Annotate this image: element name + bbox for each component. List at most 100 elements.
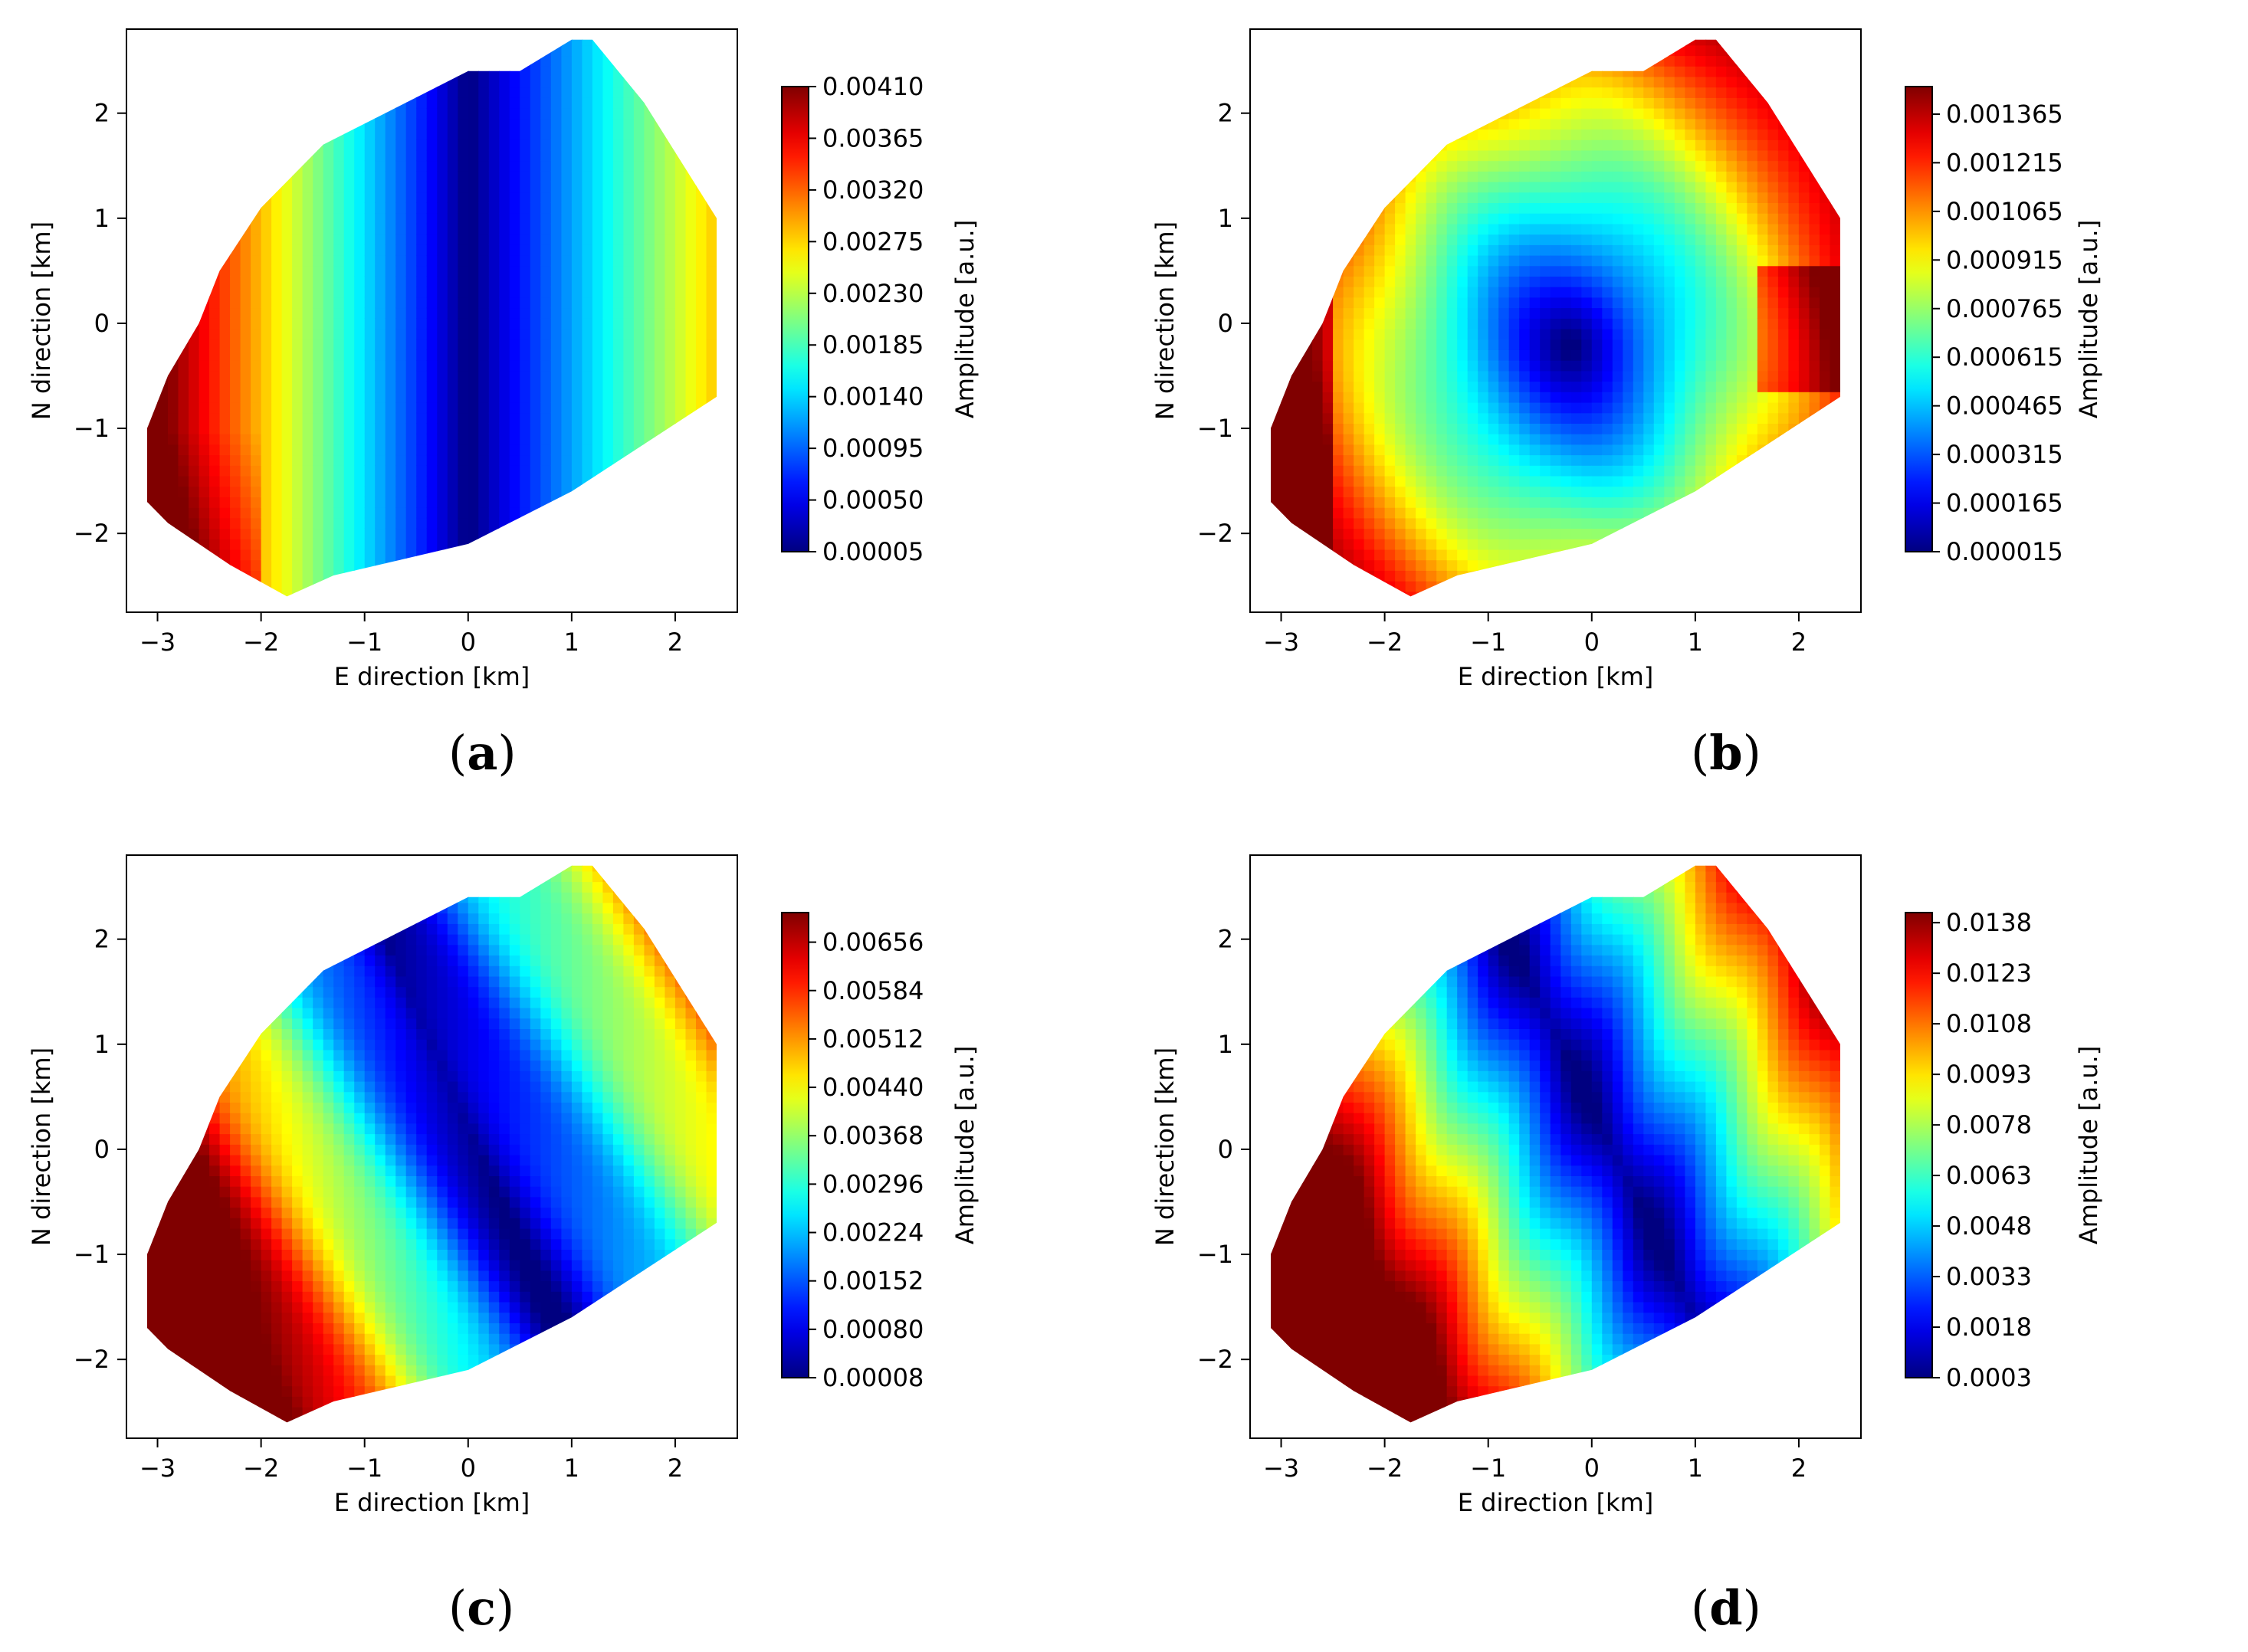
- colorbar-tick-label-a: 0.00140: [822, 382, 924, 411]
- axes-frame-b: [1249, 28, 1862, 613]
- colorbar-tick-label-c: 0.00440: [822, 1073, 924, 1102]
- heatmap-a: [147, 39, 717, 597]
- colorbar-a: [781, 86, 809, 552]
- colorbar-tick-label-c: 0.00584: [822, 976, 924, 1005]
- colorbar-tick-label-d: 0.0048: [1946, 1211, 2032, 1241]
- colorbar-tick-label-c: 0.00080: [822, 1315, 924, 1344]
- axes-frame-a: [126, 28, 738, 613]
- y-tick-label-c: 0: [94, 1135, 110, 1164]
- x-tick-label-d: 2: [1791, 1454, 1807, 1483]
- colorbar-tick-label-a: 0.00410: [822, 72, 924, 101]
- x-tick-label-b: 2: [1791, 628, 1807, 657]
- x-tick-label-c: −1: [346, 1454, 382, 1483]
- x-tick-label-b: −2: [1367, 628, 1403, 657]
- colorbar-tick-label-d: 0.0063: [1946, 1161, 2032, 1190]
- x-axis-label-d: E direction [km]: [1458, 1488, 1653, 1517]
- heatmap-d: [1271, 865, 1840, 1423]
- chart-d: −3 −2 −1 0 1 2 −2 −1 0 1 2 E direction [km] N direct…: [1150, 854, 2103, 1517]
- colorbar-tick-label-b: 0.001065: [1946, 197, 2063, 226]
- x-tick-label-a: −1: [346, 628, 382, 657]
- y-tick-label-b: 2: [1218, 99, 1233, 128]
- x-axis-label-b: E direction [km]: [1458, 662, 1653, 691]
- x-axis-label-a: E direction [km]: [334, 662, 530, 691]
- colorbar-tick-label-b: 0.000465: [1946, 392, 2063, 421]
- caption-b: (b): [1691, 725, 1761, 781]
- x-tick-label-b: 1: [1688, 628, 1703, 657]
- x-tick-label-c: −2: [243, 1454, 279, 1483]
- x-tick-label-d: −2: [1367, 1454, 1403, 1483]
- y-tick-label-d: −2: [1197, 1345, 1233, 1374]
- colorbar-label-b: Amplitude [a.u.]: [2074, 220, 2103, 418]
- heatmap-b: [1271, 39, 1840, 597]
- x-tick-label-b: −3: [1263, 628, 1299, 657]
- colorbar-tick-label-d: 0.0138: [1946, 908, 2032, 937]
- panel-b: −3 −2 −1 0 1 2 −2 −1 0 1 2 E direction [km] N direct…: [1124, 0, 2247, 826]
- colorbar-tick-label-a: 0.00005: [822, 537, 924, 566]
- colorbar-label-d: Amplitude [a.u.]: [2074, 1046, 2103, 1244]
- y-tick-label-a: −1: [74, 414, 110, 443]
- colorbar-tick-label-b: 0.000765: [1946, 294, 2063, 323]
- colorbar-tick-label-a: 0.00275: [822, 227, 924, 256]
- colorbar-tick-label-d: 0.0018: [1946, 1313, 2032, 1342]
- axes-frame-c: [126, 854, 738, 1439]
- y-tick-label-a: −2: [74, 519, 110, 548]
- y-axis-label-c: N direction [km]: [27, 1047, 56, 1246]
- colorbar-d: [1905, 912, 1933, 1378]
- x-tick-label-d: 1: [1688, 1454, 1703, 1483]
- x-tick-label-c: 2: [668, 1454, 683, 1483]
- colorbar-tick-label-a: 0.00365: [822, 123, 924, 152]
- colorbar-tick-label-b: 0.000015: [1946, 537, 2063, 566]
- heatmap-c: [147, 865, 717, 1423]
- colorbar-tick-label-b: 0.000615: [1946, 343, 2063, 372]
- colorbar-tick-label-d: 0.0093: [1946, 1060, 2032, 1089]
- colorbar-label-c: Amplitude [a.u.]: [950, 1046, 980, 1244]
- x-tick-label-a: −3: [139, 628, 176, 657]
- y-tick-label-d: 0: [1218, 1135, 1233, 1164]
- y-tick-label-d: 2: [1218, 925, 1233, 954]
- caption-a: (a): [448, 725, 517, 781]
- y-tick-label-c: −1: [74, 1240, 110, 1269]
- colorbar-tick-label-a: 0.00320: [822, 175, 924, 205]
- colorbar-b: [1905, 86, 1933, 552]
- panel-d: −3 −2 −1 0 1 2 −2 −1 0 1 2 E direction [km] N direct…: [1124, 826, 2247, 1652]
- y-tick-label-b: 0: [1218, 309, 1233, 338]
- colorbar-tick-label-a: 0.00050: [822, 486, 924, 515]
- y-tick-label-b: −2: [1197, 519, 1233, 548]
- chart-c: −3 −2 −1 0 1 2 −2 −1 0 1 2 E direction [km] N direct…: [27, 854, 980, 1517]
- x-tick-label-b: 0: [1584, 628, 1600, 657]
- panel-a: −3 −2 −1 0 1 2 −2 −1 0 1 2 E direction [km] N direct…: [0, 0, 1124, 826]
- colorbar-tick-label-c: 0.00224: [822, 1218, 924, 1247]
- colorbar-tick-label-b: 0.000315: [1946, 440, 2063, 469]
- colorbar-tick-label-c: 0.00368: [822, 1121, 924, 1150]
- colorbar-tick-label-c: 0.00296: [822, 1169, 924, 1198]
- axes-frame-d: [1249, 854, 1862, 1439]
- x-tick-label-c: −3: [139, 1454, 176, 1483]
- y-tick-label-c: 2: [94, 925, 110, 954]
- y-tick-label-d: −1: [1197, 1240, 1233, 1269]
- x-tick-label-b: −1: [1470, 628, 1506, 657]
- x-tick-label-a: 2: [668, 628, 683, 657]
- chart-a: −3 −2 −1 0 1 2 −2 −1 0 1 2 E direction [km] N direct…: [27, 28, 980, 691]
- colorbar-tick-label-d: 0.0123: [1946, 959, 2032, 988]
- caption-c: (c): [448, 1580, 515, 1636]
- panel-c: −3 −2 −1 0 1 2 −2 −1 0 1 2 E direction [km] N direct…: [0, 826, 1124, 1652]
- x-tick-label-d: −1: [1470, 1454, 1506, 1483]
- x-tick-label-a: 0: [461, 628, 476, 657]
- colorbar-c: [781, 912, 809, 1378]
- colorbar-tick-label-a: 0.00185: [822, 330, 924, 359]
- y-tick-label-c: −2: [74, 1345, 110, 1374]
- colorbar-tick-label-a: 0.00230: [822, 279, 924, 308]
- y-tick-label-a: 1: [94, 204, 110, 233]
- y-axis-label-d: N direction [km]: [1150, 1047, 1180, 1246]
- colorbar-tick-label-c: 0.00512: [822, 1024, 924, 1054]
- colorbar-tick-label-c: 0.00152: [822, 1267, 924, 1296]
- colorbar-tick-label-d: 0.0108: [1946, 1009, 2032, 1038]
- x-tick-label-d: −3: [1263, 1454, 1299, 1483]
- y-tick-label-c: 1: [94, 1030, 110, 1059]
- y-axis-label-b: N direction [km]: [1150, 221, 1180, 420]
- colorbar-tick-label-d: 0.0033: [1946, 1262, 2032, 1291]
- y-tick-label-b: −1: [1197, 414, 1233, 443]
- colorbar-tick-label-b: 0.001215: [1946, 148, 2063, 177]
- x-tick-label-c: 0: [461, 1454, 476, 1483]
- x-tick-label-a: −2: [243, 628, 279, 657]
